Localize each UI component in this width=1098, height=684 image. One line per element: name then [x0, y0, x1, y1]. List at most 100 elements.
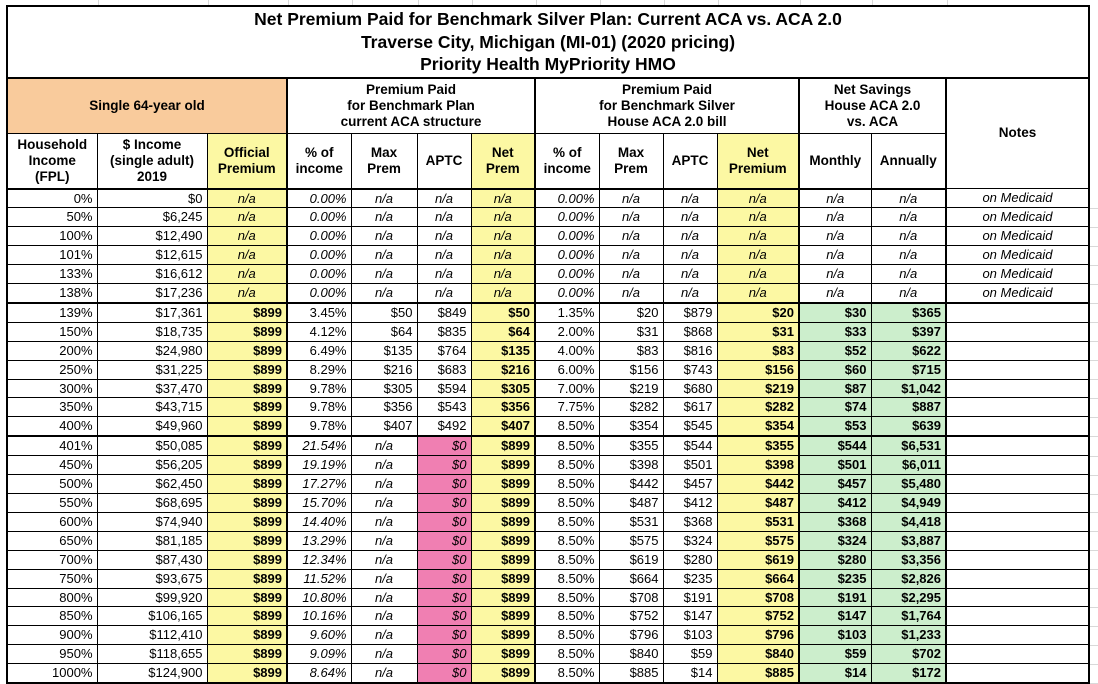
cell-h_aptc[interactable]: $457 [662, 474, 718, 494]
cell-notes[interactable] [945, 530, 1090, 551]
cell-h_net[interactable]: $664 [716, 568, 800, 589]
cell-a_max[interactable]: $407 [350, 416, 418, 438]
cell-h_net[interactable]: $885 [716, 663, 800, 684]
cell-monthly[interactable]: $30 [798, 302, 872, 323]
cell-a_max[interactable]: n/a [350, 511, 418, 532]
cell-h_aptc[interactable]: n/a [662, 283, 718, 304]
col-header-income-2019[interactable]: $ Income (single adult) 2019 [96, 132, 208, 190]
col-header-household-fpl[interactable]: Household Income (FPL) [6, 132, 98, 190]
cell-annually[interactable]: $622 [870, 340, 947, 361]
cell-a_max[interactable]: n/a [350, 606, 418, 627]
cell-h_aptc[interactable]: $412 [662, 493, 718, 513]
cell-notes[interactable] [945, 606, 1090, 627]
col-header-aca-max-prem[interactable]: Max Prem [350, 132, 418, 190]
cell-h_pct[interactable]: 8.50% [534, 493, 600, 513]
cell-h_max[interactable]: n/a [598, 207, 664, 228]
cell-a_max[interactable]: n/a [350, 568, 418, 589]
cell-h_aptc[interactable]: $280 [662, 549, 718, 570]
cell-fpl[interactable]: 850% [6, 606, 98, 627]
cell-monthly[interactable]: $147 [798, 606, 872, 627]
cell-a_max[interactable]: n/a [350, 493, 418, 513]
cell-h_net[interactable]: $531 [716, 511, 800, 532]
cell-notes[interactable] [945, 568, 1090, 589]
cell-h_aptc[interactable]: $680 [662, 378, 718, 399]
cell-notes[interactable] [945, 378, 1090, 399]
cell-annually[interactable]: $1,764 [870, 606, 947, 627]
cell-official[interactable]: $899 [206, 568, 288, 589]
cell-h_max[interactable]: $708 [598, 587, 664, 608]
cell-notes[interactable] [945, 511, 1090, 532]
cell-income[interactable]: $56,205 [96, 455, 208, 476]
cell-a_aptc[interactable]: $543 [416, 397, 472, 418]
cell-annually[interactable]: $172 [870, 663, 947, 684]
cell-official[interactable]: n/a [206, 283, 288, 304]
cell-h_net[interactable]: $708 [716, 587, 800, 608]
cell-monthly[interactable]: $74 [798, 397, 872, 418]
cell-income[interactable]: $12,490 [96, 226, 208, 247]
cell-h_max[interactable]: $354 [598, 416, 664, 438]
cell-a_net[interactable]: $899 [470, 587, 536, 608]
cell-h_net[interactable]: $282 [716, 397, 800, 418]
cell-notes[interactable] [945, 549, 1090, 570]
cell-official[interactable]: $899 [206, 302, 288, 323]
cell-a_net[interactable]: $64 [470, 321, 536, 342]
cell-a_aptc[interactable]: $0 [416, 663, 472, 684]
cell-notes[interactable]: on Medicaid [945, 207, 1090, 228]
cell-income[interactable]: $24,980 [96, 340, 208, 361]
cell-a_pct[interactable]: 9.78% [286, 378, 352, 399]
cell-h_max[interactable]: $442 [598, 474, 664, 494]
cell-a_net[interactable]: $899 [470, 530, 536, 551]
cell-income[interactable]: $12,615 [96, 245, 208, 266]
cell-h_max[interactable]: $156 [598, 359, 664, 380]
cell-h_aptc[interactable]: $368 [662, 511, 718, 532]
cell-a_aptc[interactable]: $764 [416, 340, 472, 361]
cell-official[interactable]: $899 [206, 663, 288, 684]
cell-monthly[interactable]: n/a [798, 207, 872, 228]
cell-h_aptc[interactable]: $59 [662, 644, 718, 665]
cell-h_net[interactable]: $487 [716, 493, 800, 513]
cell-h_pct[interactable]: 1.35% [534, 302, 600, 323]
cell-a_aptc[interactable]: $0 [416, 644, 472, 665]
cell-a_max[interactable]: n/a [350, 455, 418, 476]
cell-fpl[interactable]: 550% [6, 493, 98, 513]
cell-h_max[interactable]: $531 [598, 511, 664, 532]
cell-income[interactable]: $99,920 [96, 587, 208, 608]
cell-h_aptc[interactable]: $544 [662, 435, 718, 457]
cell-annually[interactable]: $639 [870, 416, 947, 438]
cell-h_max[interactable]: $31 [598, 321, 664, 342]
cell-a_pct[interactable]: 11.52% [286, 568, 352, 589]
cell-monthly[interactable]: $412 [798, 493, 872, 513]
cell-fpl[interactable]: 650% [6, 530, 98, 551]
cell-fpl[interactable]: 300% [6, 378, 98, 399]
cell-a_pct[interactable]: 0.00% [286, 245, 352, 266]
cell-monthly[interactable]: $33 [798, 321, 872, 342]
cell-a_aptc[interactable]: $835 [416, 321, 472, 342]
cell-a_max[interactable]: $356 [350, 397, 418, 418]
cell-h_net[interactable]: $31 [716, 321, 800, 342]
group-header-single-64[interactable]: Single 64-year old [6, 77, 288, 134]
cell-h_pct[interactable]: 7.75% [534, 397, 600, 418]
cell-annually[interactable]: $397 [870, 321, 947, 342]
cell-monthly[interactable]: n/a [798, 226, 872, 247]
cell-fpl[interactable]: 900% [6, 625, 98, 646]
cell-a_net[interactable]: n/a [470, 283, 536, 304]
cell-h_net[interactable]: n/a [716, 245, 800, 266]
cell-a_aptc[interactable]: n/a [416, 226, 472, 247]
group-header-net-savings[interactable]: Net Savings House ACA 2.0 vs. ACA [798, 77, 947, 134]
cell-h_pct[interactable]: 7.00% [534, 378, 600, 399]
cell-annually[interactable]: n/a [870, 264, 947, 285]
cell-monthly[interactable]: n/a [798, 187, 872, 209]
cell-annually[interactable]: $3,887 [870, 530, 947, 551]
cell-a_max[interactable]: n/a [350, 625, 418, 646]
cell-a_pct[interactable]: 10.16% [286, 606, 352, 627]
cell-official[interactable]: n/a [206, 187, 288, 209]
cell-notes[interactable]: on Medicaid [945, 187, 1090, 209]
cell-h_pct[interactable]: 2.00% [534, 321, 600, 342]
cell-annually[interactable]: n/a [870, 187, 947, 209]
cell-h_pct[interactable]: 8.50% [534, 416, 600, 438]
cell-notes[interactable] [945, 493, 1090, 513]
col-header-aca2-pct-income[interactable]: % of income [534, 132, 600, 190]
col-header-official-premium[interactable]: Official Premium [206, 132, 288, 190]
col-header-aca2-net-premium[interactable]: Net Premium [716, 132, 800, 190]
cell-h_aptc[interactable]: $868 [662, 321, 718, 342]
